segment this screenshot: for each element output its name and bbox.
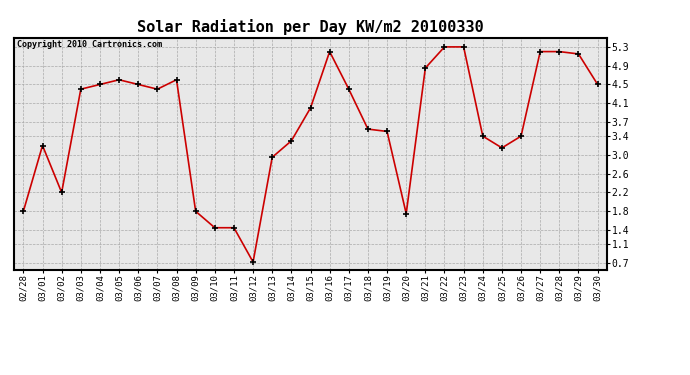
Text: Copyright 2010 Cartronics.com: Copyright 2010 Cartronics.com xyxy=(17,40,161,49)
Title: Solar Radiation per Day KW/m2 20100330: Solar Radiation per Day KW/m2 20100330 xyxy=(137,19,484,35)
